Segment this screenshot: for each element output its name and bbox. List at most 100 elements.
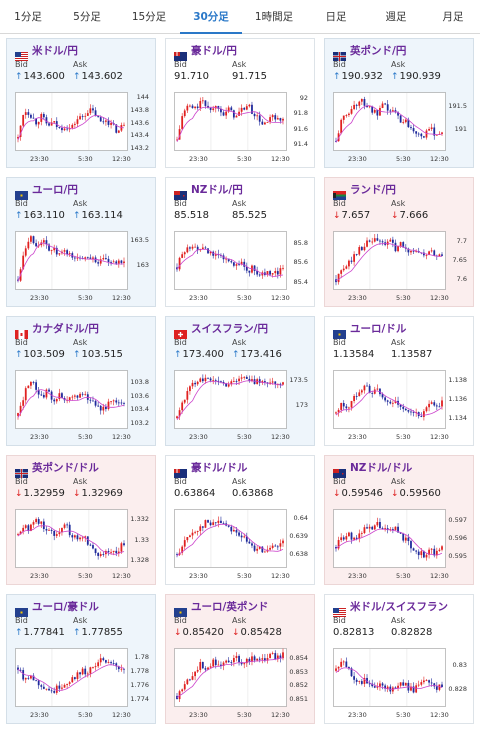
- candle-body: [358, 101, 361, 106]
- candle-body: [32, 522, 35, 525]
- candle-body: [366, 677, 368, 684]
- candlestick-chart[interactable]: 103.8 103.6 103.4 103.2 23:30 5:30 12:30: [15, 370, 149, 441]
- moving-average-line: [176, 249, 284, 277]
- tab-3[interactable]: 30分足: [180, 0, 242, 34]
- candlestick-chart[interactable]: 0.854 0.853 0.852 0.851 23:30 5:30 12:30: [174, 648, 308, 719]
- tab-5[interactable]: 日足: [325, 11, 347, 23]
- candle-body: [350, 532, 353, 540]
- tab-6[interactable]: 週足: [385, 11, 407, 23]
- candlestick-chart[interactable]: 0.64 0.639 0.638 23:30 5:30 12:30: [174, 509, 308, 580]
- candle-body: [189, 386, 191, 392]
- plot-area: [333, 92, 446, 151]
- candlestick-chart[interactable]: 163.5 163 23:30 5:30 12:30: [15, 231, 149, 302]
- x-tick-label: 5:30: [78, 294, 93, 302]
- rate-card[interactable]: スイスフラン/円 Bid Ask ↑173.400 ↑173.416 173.5 173 23…: [165, 316, 315, 446]
- candle-body: [366, 240, 368, 247]
- candle-body: [407, 410, 410, 412]
- candle-body: [194, 382, 196, 385]
- pair-name[interactable]: NZドル/ドル: [350, 461, 413, 474]
- candle-body: [220, 108, 222, 113]
- candlestick-chart[interactable]: 0.83 0.828 23:30 5:30 12:30: [333, 648, 467, 719]
- rate-card[interactable]: ユーロ/ドル Bid Ask 1.13584 1.13587 1.138 1.136 1.13…: [324, 316, 474, 446]
- y-tick-label: 173: [295, 401, 308, 410]
- moving-average-line: [335, 528, 443, 556]
- arrow-up-icon: ↑: [15, 72, 23, 82]
- pair-name[interactable]: 米ドル/スイスフラン: [350, 600, 449, 613]
- candle-body: [61, 527, 63, 533]
- candle-body: [402, 682, 405, 686]
- rate-card[interactable]: 米ドル/円 Bid Ask ↑143.600 ↑143.602 144 143.8 143.6…: [6, 38, 156, 168]
- pair-name[interactable]: ランド/円: [350, 183, 396, 196]
- candlestick-chart[interactable]: 191.5 191 23:30 5:30 12:30: [333, 92, 467, 163]
- pair-name[interactable]: 米ドル/円: [32, 44, 78, 57]
- pair-name[interactable]: スイスフラン/円: [191, 322, 269, 335]
- candle-body: [89, 257, 92, 259]
- candle-body: [381, 394, 384, 398]
- candle-body: [397, 526, 399, 533]
- candle-body: [225, 111, 228, 116]
- candlestick-chart[interactable]: 144 143.8 143.6 143.4 143.2 23:30 5:30 12:30: [15, 92, 149, 163]
- rate-card[interactable]: 豪ドル/ドル Bid Ask 0.63864 0.63868 0.64 0.639 0.638…: [165, 455, 315, 585]
- pair-name[interactable]: 豪ドル/ドル: [191, 461, 248, 474]
- candle-body: [345, 266, 348, 269]
- candle-body: [24, 388, 27, 401]
- candle-body: [107, 662, 110, 663]
- candlestick-chart[interactable]: 1.78 1.778 1.776 1.774 23:30 5:30 12:30: [15, 648, 149, 719]
- pair-name[interactable]: ユーロ/豪ドル: [32, 600, 99, 613]
- pair-name[interactable]: ユーロ/円: [32, 183, 78, 196]
- candlestick-chart[interactable]: 7.7 7.65 7.6 23:30 5:30 12:30: [333, 231, 467, 302]
- candle-body: [86, 673, 89, 675]
- candle-body: [196, 669, 199, 672]
- candle-body: [17, 279, 19, 281]
- candle-body: [423, 680, 425, 683]
- candle-body: [68, 397, 71, 401]
- tab-7[interactable]: 月足: [442, 11, 464, 23]
- rate-card[interactable]: ユーロ/円 Bid Ask ↑163.110 ↑163.114 163.5 163 23:30…: [6, 177, 156, 307]
- candlestick-chart[interactable]: 0.597 0.596 0.595 23:30 5:30 12:30: [333, 509, 467, 580]
- pair-name[interactable]: カナダドル/円: [32, 322, 99, 335]
- rate-card[interactable]: ランド/円 Bid Ask ↓7.657 ↓7.666 7.7 7.65 7.6 23:30 5:…: [324, 177, 474, 307]
- candle-body: [35, 243, 37, 247]
- candle-body: [45, 240, 48, 245]
- pair-name[interactable]: ユーロ/ドル: [350, 322, 407, 335]
- tab-2[interactable]: 15分足: [131, 11, 167, 23]
- pair-name[interactable]: NZドル/円: [191, 183, 243, 196]
- candle-body: [222, 381, 225, 384]
- candlestick-chart[interactable]: 1.332 1.33 1.328 23:30 5:30 12:30: [15, 509, 149, 580]
- candle-body: [366, 105, 368, 108]
- candle-body: [340, 661, 343, 667]
- pair-name[interactable]: ユーロ/英ポンド: [191, 600, 269, 613]
- candlestick-chart[interactable]: 92 91.8 91.6 91.4 23:30 5:30 12:30: [174, 92, 308, 163]
- rate-card[interactable]: カナダドル/円 Bid Ask ↑103.509 ↑103.515 103.8 103.6 1…: [6, 316, 156, 446]
- pair-name[interactable]: 英ポンド/ドル: [32, 461, 99, 474]
- rate-card[interactable]: 英ポンド/ドル Bid Ask ↓1.32959 ↓1.32969 1.332 1.33 1.…: [6, 455, 156, 585]
- ask-number: 91.715: [232, 71, 267, 82]
- rate-card[interactable]: ユーロ/英ポンド Bid Ask ↓0.85420 ↓0.85428 0.854 0.853…: [165, 594, 315, 724]
- candle-body: [181, 546, 184, 553]
- candlestick-chart[interactable]: 1.138 1.136 1.134 23:30 5:30 12:30: [333, 370, 467, 441]
- candle-body: [79, 537, 81, 540]
- tab-0[interactable]: 1分足: [14, 11, 42, 23]
- pair-name[interactable]: 英ポンド/円: [350, 44, 407, 57]
- bid-ask-values: ↑103.509 ↑103.515: [15, 349, 147, 362]
- candle-body: [42, 521, 45, 529]
- rate-card[interactable]: ユーロ/豪ドル Bid Ask ↑1.77841 ↑1.77855 1.78 1.778 1.…: [6, 594, 156, 724]
- rate-card[interactable]: NZドル/円 Bid Ask 85.518 85.525 85.8 85.6 85.4 23:3…: [165, 177, 315, 307]
- rate-card[interactable]: 豪ドル/円 Bid Ask 91.710 91.715 92 91.8 91.6 91.4 23:…: [165, 38, 315, 168]
- moving-average-line: [335, 390, 443, 416]
- x-tick-label: 23:30: [30, 294, 49, 302]
- candle-body: [271, 381, 274, 383]
- candlestick-chart[interactable]: 173.5 173 23:30 5:30 12:30: [174, 370, 308, 441]
- x-tick-label: 12:30: [271, 294, 290, 302]
- candle-body: [238, 264, 240, 265]
- flag-icon: [174, 463, 187, 478]
- candlestick-chart[interactable]: 85.8 85.6 85.4 23:30 5:30 12:30: [174, 231, 308, 302]
- rate-card[interactable]: 米ドル/スイスフラン Bid Ask 0.82813 0.82828 0.83 0.828 2…: [324, 594, 474, 724]
- tab-4[interactable]: 1時間足: [254, 11, 294, 23]
- tab-1[interactable]: 5分足: [73, 11, 101, 23]
- candle-body: [220, 381, 222, 383]
- candle-body: [410, 250, 412, 253]
- pair-name[interactable]: 豪ドル/円: [191, 44, 237, 57]
- rate-card[interactable]: 英ポンド/円 Bid Ask ↑190.932 ↑190.939 191.5 191 23:3…: [324, 38, 474, 168]
- rate-card[interactable]: NZドル/ドル Bid Ask ↓0.59546 ↓0.59560 0.597 0.596 0…: [324, 455, 474, 585]
